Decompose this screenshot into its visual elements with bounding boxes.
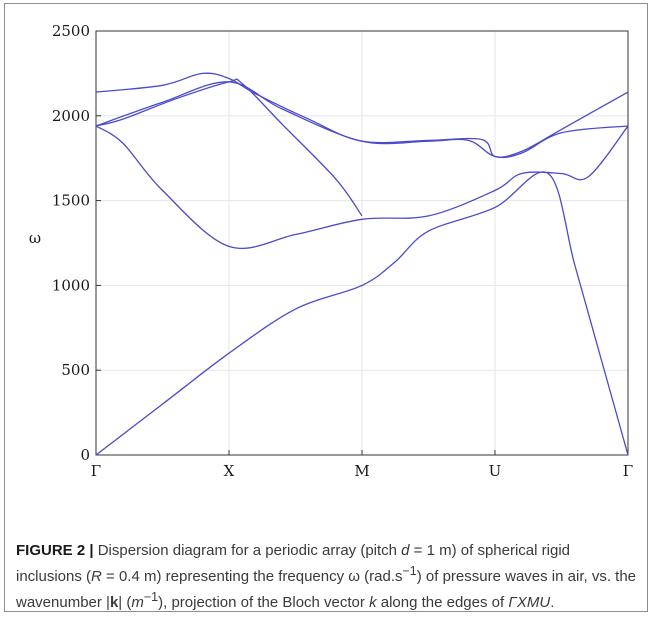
y-tick-label: 1500: [52, 192, 90, 210]
caption-text-2: = 1 m) of spherical rigid inclusions (: [16, 542, 570, 585]
caption-var-m: m: [131, 594, 144, 611]
dispersion-branch-5: [95, 72, 629, 158]
caption-text-7: along the edges of: [376, 594, 509, 611]
y-tick-label: 1000: [52, 276, 90, 294]
y-tick-label: 2500: [52, 22, 90, 40]
x-tick-label: X: [224, 462, 235, 480]
x-tick-label: Γ: [623, 462, 633, 480]
caption-text-6: ), projection of the Bloch vector: [158, 594, 370, 611]
dispersion-branch-3: [95, 78, 363, 217]
caption-var-k: k: [369, 594, 377, 611]
caption-text-8: .: [550, 594, 555, 611]
figure-caption: FIGURE 2 | Dispersion diagram for a peri…: [16, 540, 638, 613]
x-tick-label: M: [354, 462, 369, 480]
dispersion-branch-4: [95, 81, 629, 159]
dispersion-chart: 0 500 1000 1500 2000 2500 Γ X M U Γ ω: [29, 22, 633, 480]
chart-grid: [95, 30, 629, 456]
caption-label: FIGURE 2 |: [16, 542, 94, 559]
chart-curves: [95, 72, 629, 456]
caption-var-R: R: [91, 568, 102, 585]
caption-text-4: ) of pressure waves in air, vs. the wave…: [16, 568, 637, 611]
caption-text-3: = 0.4 m) representing the frequency ω (r…: [101, 568, 403, 585]
caption-sup-2: −1: [143, 590, 159, 604]
figure-frame: [4, 3, 648, 612]
caption-text-5: | (: [118, 594, 132, 611]
caption-sup-1: −1: [402, 564, 417, 578]
y-tick-label: 2000: [52, 107, 90, 125]
y-tick-label: 500: [61, 361, 90, 379]
dispersion-branch-2: [95, 125, 629, 250]
caption-path: ΓXMU: [508, 594, 551, 611]
caption-var-k-bold: k: [109, 594, 119, 611]
y-tick-label: 0: [80, 446, 90, 464]
x-tick-label: Γ: [91, 462, 101, 480]
x-tick-label: U: [489, 462, 502, 480]
caption-var-d: d: [401, 542, 410, 559]
dispersion-branch-1: [95, 171, 629, 456]
caption-text-1: Dispersion diagram for a periodic array …: [93, 542, 402, 559]
y-axis-ticks: 0 500 1000 1500 2000 2500: [52, 22, 101, 464]
y-axis-label: ω: [29, 229, 41, 247]
